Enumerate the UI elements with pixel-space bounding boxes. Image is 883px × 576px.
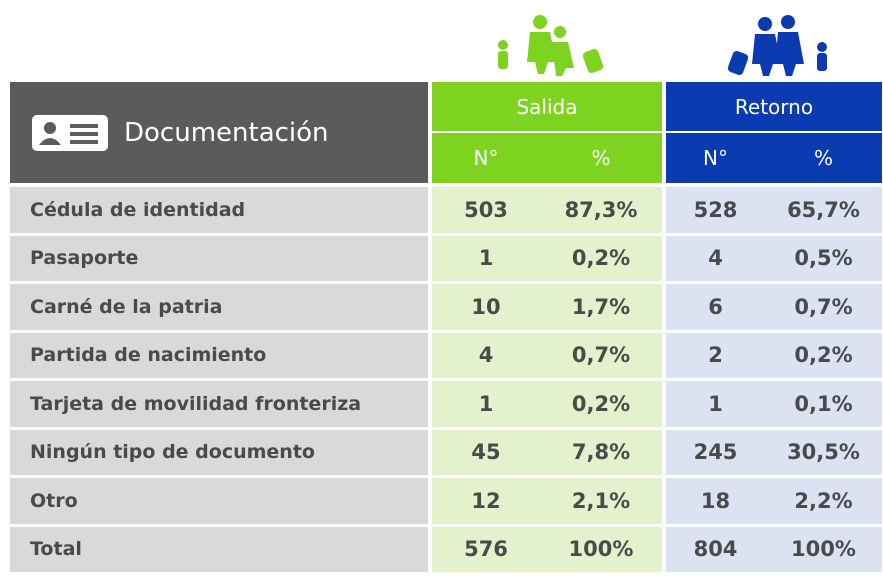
value-cell: 18 [666, 478, 765, 524]
value-cell: 0,1% [765, 381, 882, 427]
value-cell: 804 [666, 526, 765, 572]
value-cell: 1,7% [540, 284, 662, 330]
value-cell: 0,2% [540, 235, 662, 281]
row-label: Otro [10, 478, 428, 524]
value-cell: 10 [432, 284, 540, 330]
value-cell: 2,2% [765, 478, 882, 524]
value-cell: 6 [666, 284, 765, 330]
value-cell: 245 [666, 429, 765, 475]
value-cell: 65,7% [765, 187, 882, 233]
row-label: Partida de nacimiento [10, 332, 428, 378]
sub-header: % [540, 133, 662, 183]
title-cell: Documentación [10, 82, 428, 183]
row-label: Carné de la patria [10, 284, 428, 330]
salida-icon [498, 15, 604, 76]
icons [498, 15, 827, 76]
value-cell: 1 [432, 381, 540, 427]
row-label: Cédula de identidad [10, 187, 428, 233]
value-cell: 0,7% [765, 284, 882, 330]
value-cell: 30,5% [765, 429, 882, 475]
group-header: Salida [432, 82, 662, 131]
sub-header: % [765, 133, 882, 183]
value-cell: 528 [666, 187, 765, 233]
row-label: Tarjeta de movilidad fronteriza [10, 381, 428, 427]
value-cell: 1 [432, 235, 540, 281]
sub-header: N° [666, 133, 765, 183]
value-cell: 503 [432, 187, 540, 233]
sub-header: N° [432, 133, 540, 183]
value-cell: 2,1% [540, 478, 662, 524]
retorno-icon [727, 15, 827, 76]
value-cell: 100% [540, 526, 662, 572]
value-cell: 12 [432, 478, 540, 524]
id-icon [32, 114, 108, 151]
value-cell: 4 [666, 235, 765, 281]
value-cell: 0,5% [765, 235, 882, 281]
row-label: Ningún tipo de documento [10, 429, 428, 475]
value-cell: 87,3% [540, 187, 662, 233]
row-label: Pasaporte [10, 235, 428, 281]
value-cell: 0,7% [540, 332, 662, 378]
row-label: Total [10, 526, 428, 572]
value-cell: 2 [666, 332, 765, 378]
value-cell: 7,8% [540, 429, 662, 475]
value-cell: 45 [432, 429, 540, 475]
value-cell: 0,2% [540, 381, 662, 427]
value-cell: 1 [666, 381, 765, 427]
value-cell: 100% [765, 526, 882, 572]
title: Documentación [124, 117, 329, 148]
value-cell: 576 [432, 526, 540, 572]
value-cell: 4 [432, 332, 540, 378]
value-cell: 0,2% [765, 332, 882, 378]
group-header: Retorno [666, 82, 882, 131]
